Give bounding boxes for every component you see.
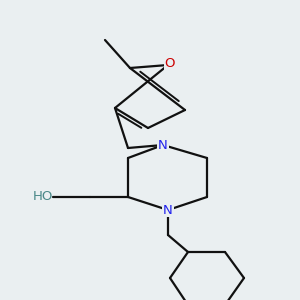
Text: O: O xyxy=(164,57,175,70)
Text: HO: HO xyxy=(33,190,53,203)
Text: N: N xyxy=(163,203,173,217)
Text: N: N xyxy=(158,139,168,152)
